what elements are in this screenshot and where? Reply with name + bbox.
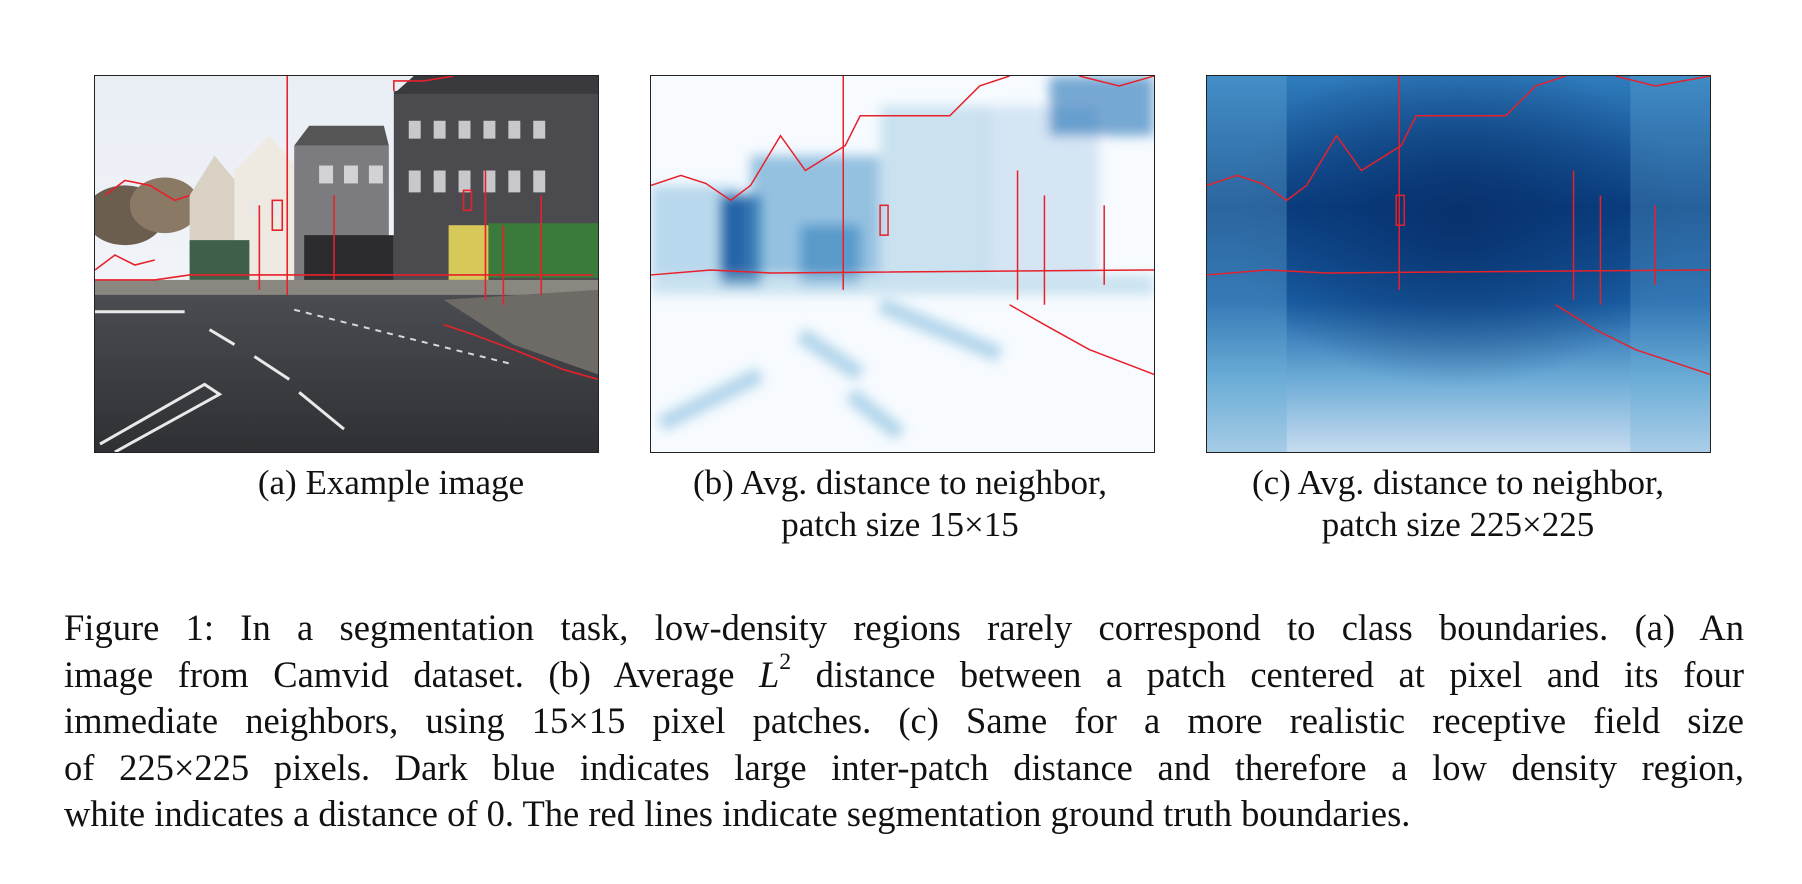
figure-caption: Figure 1: In a segmentation task, low-de…	[64, 605, 1744, 838]
distance-map-225-panel	[1206, 75, 1711, 453]
caption-line-3: immediate neighbors, using 15×15 pixel p…	[64, 700, 1744, 741]
caption-line-5: white indicates a distance of 0. The red…	[64, 793, 1411, 834]
distance-heatmap-225x225	[1207, 76, 1710, 452]
math-symbol-L: L	[758, 653, 780, 695]
subcaption-b-line1: (b) Avg. distance to neighbor,	[693, 463, 1107, 502]
subcaption-c: (c) Avg. distance to neighbor, patch siz…	[1158, 462, 1758, 546]
distance-heatmap-15x15	[651, 76, 1154, 452]
subcaption-a: (a) Example image	[91, 462, 691, 504]
caption-line-4: of 225×225 pixels. Dark blue indicates l…	[64, 746, 1744, 788]
caption-line-1: Figure 1: In a segmentation task, low-de…	[64, 607, 1744, 648]
subcaption-b: (b) Avg. distance to neighbor, patch siz…	[600, 462, 1200, 546]
example-image-panel	[94, 75, 599, 453]
subcaption-c-line2: patch size 225×225	[1321, 505, 1595, 544]
example-street-image	[95, 76, 598, 452]
caption-line-2-end: distance between a patch centered at pix…	[791, 653, 1745, 695]
math-superscript: 2	[779, 648, 792, 675]
subcaption-a-text: (a) Example image	[257, 463, 525, 502]
caption-line-2-start: image from Camvid dataset. (b) Average	[64, 653, 759, 695]
subcaption-c-line1: (c) Avg. distance to neighbor,	[1251, 463, 1664, 502]
caption-line-2: image from Camvid dataset. (b) Average L…	[64, 648, 1745, 699]
distance-map-15-panel	[650, 75, 1155, 453]
subcaption-b-line2: patch size 15×15	[781, 505, 1019, 544]
